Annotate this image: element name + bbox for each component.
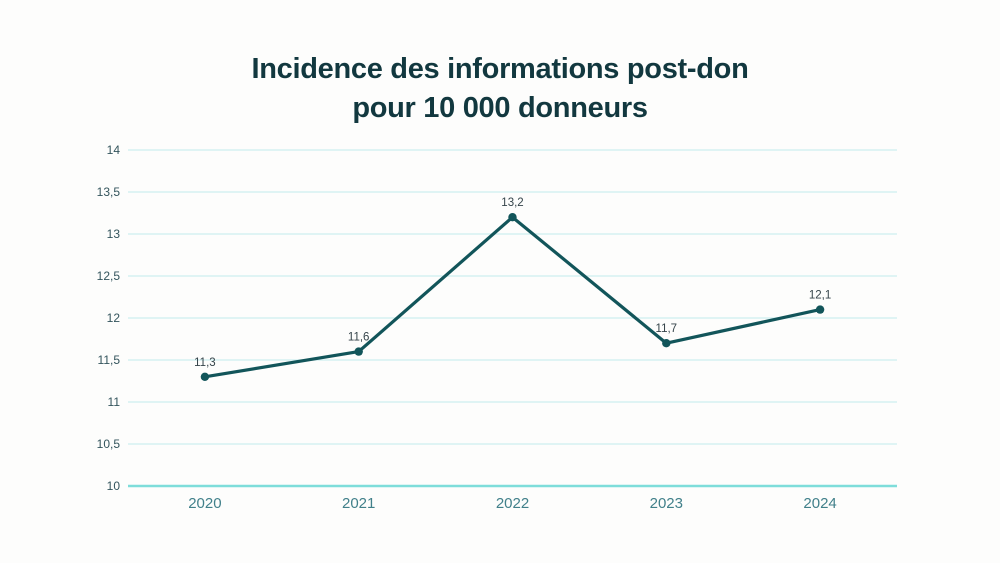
data-point-label: 11,3 xyxy=(194,357,216,369)
x-axis-label: 2024 xyxy=(803,495,836,512)
data-point-label: 11,7 xyxy=(656,323,678,335)
y-axis-tick-label: 12 xyxy=(107,311,121,325)
chart-title-line2: pour 10 000 donneurs xyxy=(352,92,648,124)
data-point-label: 11,6 xyxy=(348,332,370,344)
data-point-label: 13,2 xyxy=(501,197,523,209)
y-axis-tick-label: 11 xyxy=(108,395,121,409)
data-point xyxy=(508,213,517,222)
y-axis-tick-label: 14 xyxy=(107,143,121,157)
y-axis-tick-label: 11,5 xyxy=(98,353,121,367)
y-axis-tick-label: 13,5 xyxy=(97,185,121,199)
chart-title-line1: Incidence des informations post-don xyxy=(251,53,749,85)
data-point xyxy=(662,339,671,348)
data-line xyxy=(203,215,822,379)
x-axis-label: 2020 xyxy=(188,495,221,512)
y-axis-tick-label: 13 xyxy=(107,227,121,241)
x-axis-label: 2021 xyxy=(342,495,375,512)
data-point xyxy=(200,372,210,381)
x-axis-label: 2023 xyxy=(650,495,683,512)
data-point xyxy=(815,305,825,314)
y-axis-tick-label: 10,5 xyxy=(97,437,121,451)
data-point xyxy=(354,347,363,356)
x-axis-label: 2022 xyxy=(496,495,529,512)
y-axis-tick-label: 12,5 xyxy=(97,269,121,283)
data-point-label: 12,1 xyxy=(809,290,831,302)
y-axis-tick-label: 10 xyxy=(107,479,121,493)
chart-title: Incidence des informations post-don pour… xyxy=(0,50,1000,128)
